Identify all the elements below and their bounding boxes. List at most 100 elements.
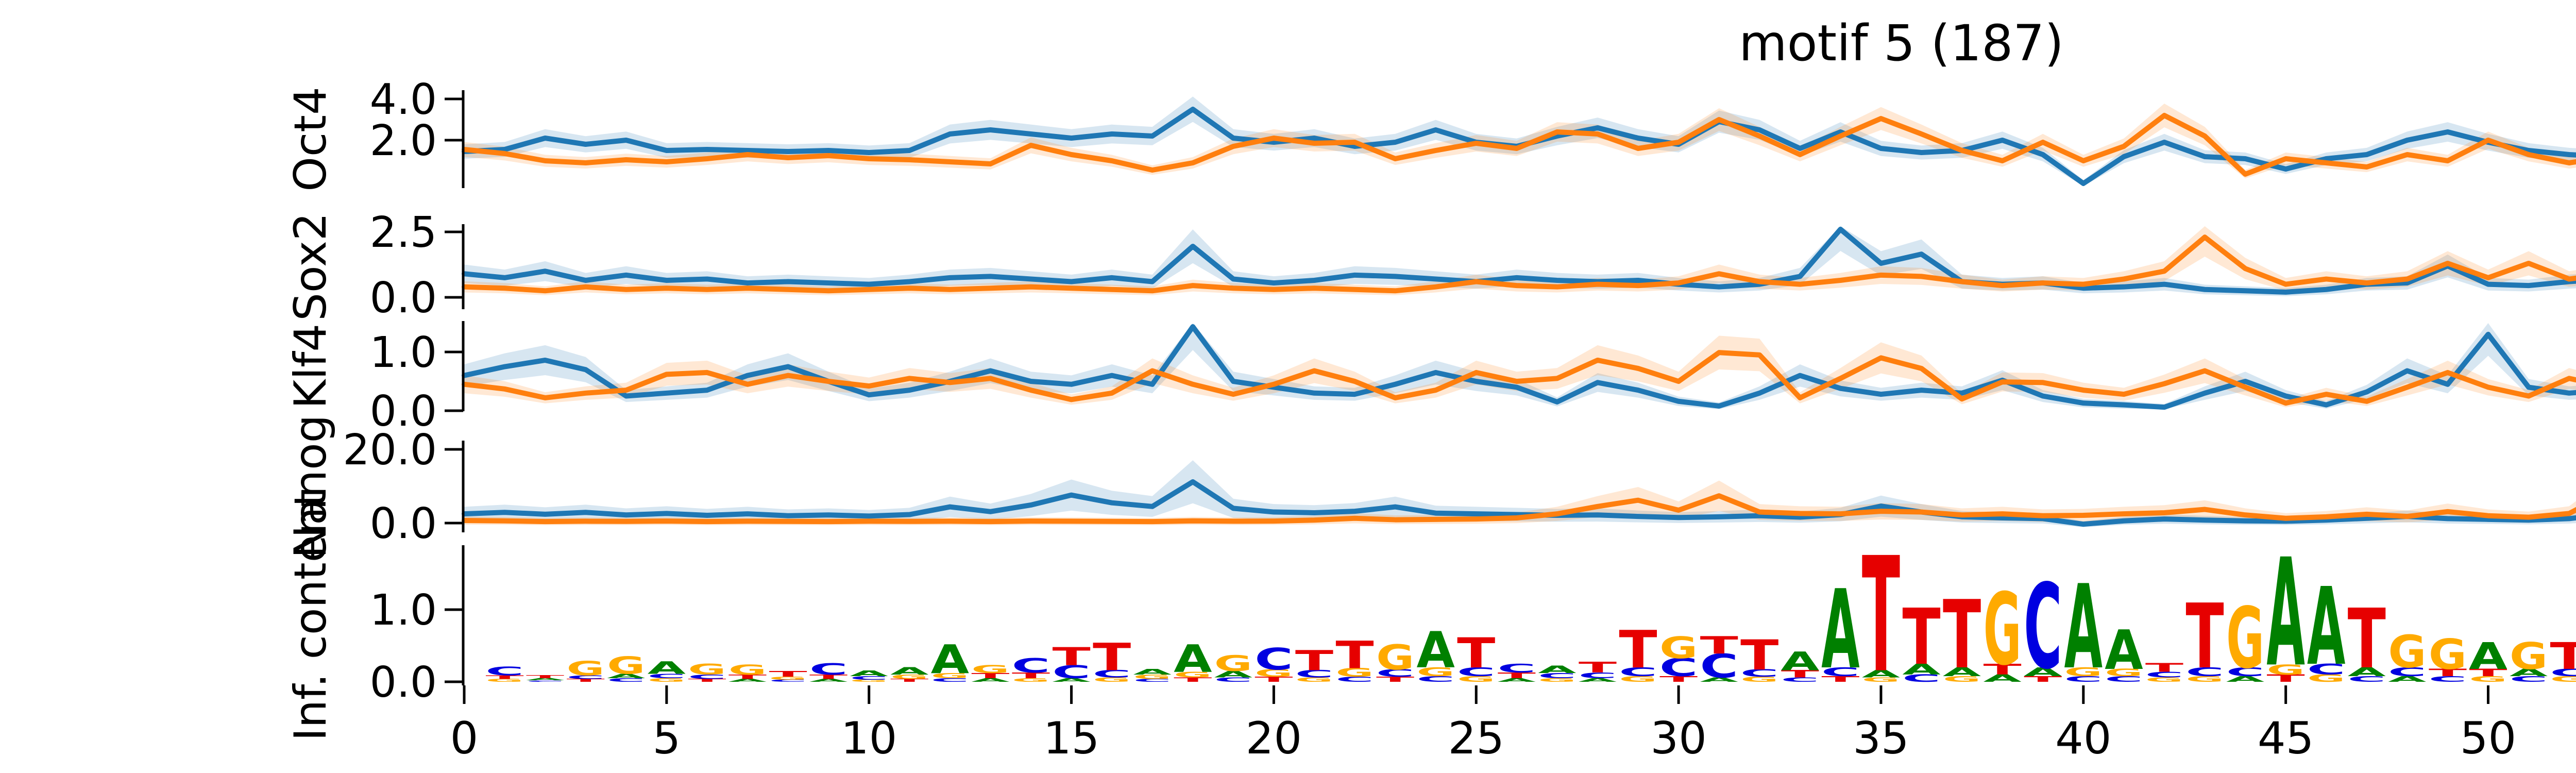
logo-letter-20-G: G <box>1255 668 1293 679</box>
logo-letter-32-G: G <box>1740 676 1778 684</box>
logo-letter-35-A: A <box>1862 668 1901 680</box>
logo-letter-42-C: C <box>2145 670 2183 680</box>
logo-letter-2-A: A <box>526 678 565 681</box>
line-klf4-profile-2 <box>462 350 2576 406</box>
y-tick-label-nanog-1: 0.0 <box>370 499 437 548</box>
logo-letter-51-G: G <box>2510 635 2548 678</box>
logo-letter-21-C: C <box>1295 668 1333 680</box>
logo-letter-41-G: G <box>2105 667 2143 678</box>
logo-letter-35-T: T <box>1862 524 1900 708</box>
logo-letter-44-C: C <box>2226 665 2264 679</box>
logo-letter-2-C: C <box>526 680 564 682</box>
logo-letter-11-G: G <box>890 674 928 680</box>
logo-letter-27-A: A <box>1538 664 1577 676</box>
logo-letter-22-G: G <box>1336 666 1374 680</box>
logo-letter-36-T: T <box>1902 593 1940 682</box>
logo-letter-14-C: C <box>1012 654 1050 678</box>
logo-letter-33-T: T <box>1781 668 1819 680</box>
logo-letter-9-T: T <box>809 674 848 680</box>
logo-letter-33-C: C <box>1781 676 1819 683</box>
logo-letter-15-T: T <box>1052 642 1090 671</box>
logo-letter-18-A: A <box>1174 637 1212 681</box>
logo-letter-35-G: G <box>1862 676 1900 683</box>
logo-letter-13-A: A <box>971 677 1010 683</box>
logo-letter-4-A: A <box>607 673 645 679</box>
logo-letter-43-G: G <box>2185 675 2224 684</box>
band-klf4-profile-1 <box>464 323 2576 409</box>
logo-letter-3-T: T <box>567 678 605 683</box>
logo-letter-31-C: C <box>1700 647 1738 685</box>
logo-letter-29-T: T <box>1619 619 1657 680</box>
logo-letter-34-A: A <box>1821 566 1859 693</box>
logo-letter-50-G: G <box>2469 675 2507 684</box>
logo-letter-11-T: T <box>890 678 929 683</box>
y-tick-label-sox2-0: 2.5 <box>370 208 437 257</box>
logo-letter-33-A: A <box>1781 647 1819 677</box>
figure-title: motif 5 (187) <box>1739 14 2064 72</box>
logo-letter-24-C: C <box>1416 675 1454 684</box>
logo-letter-47-T: T <box>2348 592 2386 687</box>
logo-letter-42-T: T <box>2145 661 2184 675</box>
logo-letter-4-G: G <box>607 652 645 679</box>
logo-letter-45-A: A <box>2266 527 2304 699</box>
logo-letter-32-T: T <box>1740 631 1778 679</box>
logo-letter-42-G: G <box>2145 676 2183 683</box>
logo-letter-48-C: C <box>2388 665 2426 679</box>
band-oct4-profile-2 <box>464 103 2576 179</box>
logo-letter-44-A: A <box>2226 675 2264 684</box>
logo-letter-13-T: T <box>971 672 1009 680</box>
logo-letter-34-T: T <box>1821 675 1859 684</box>
logo-letter-11-A: A <box>890 666 929 677</box>
logo-letter-8-G: G <box>769 676 807 681</box>
line-sox2-profile-2 <box>462 234 2576 294</box>
x-tick-label-10: 10 <box>841 713 897 764</box>
logo-letter-28-C: C <box>1579 671 1617 680</box>
logo-letter-17-C: C <box>1133 678 1171 683</box>
logo-letter-36-A: A <box>1902 661 1941 678</box>
logo-letter-21-G: G <box>1295 676 1333 683</box>
logo-letter-3-G: G <box>567 658 605 680</box>
logo-letter-1-G: G <box>486 678 524 683</box>
logo-letter-5-C: C <box>648 673 686 679</box>
logo-letter-40-C: C <box>2064 675 2103 684</box>
line-oct4-profile-1 <box>462 107 2576 186</box>
logo-letter-7-A: A <box>728 678 767 683</box>
logo-letter-30-T: T <box>1659 675 1698 684</box>
logo-letter-43-C: C <box>2185 665 2224 679</box>
x-tick-label-30: 30 <box>1650 713 1706 764</box>
band-sox2-profile-2 <box>464 226 2576 295</box>
logo-letter-46-C: C <box>2307 661 2345 678</box>
logo-letter-39-T: T <box>2024 675 2062 684</box>
logo-letter-41-A: A <box>2105 618 2143 682</box>
logo-letter-6-G: G <box>688 661 726 678</box>
logo-letter-49-G: G <box>2429 631 2467 679</box>
y-axis-label-nanog: Nanog <box>285 415 336 559</box>
logo-letter-51-A: A <box>2510 667 2548 678</box>
logo-letter-25-T: T <box>1457 629 1495 677</box>
logo-letter-16-G: G <box>1093 676 1131 683</box>
logo-letter-52-C: C <box>2550 667 2576 678</box>
y-axis-label-inf-content: Inf. content <box>285 490 336 741</box>
y-tick-label-klf4-0: 1.0 <box>370 328 437 377</box>
line-sox2-profile-1 <box>462 226 2576 295</box>
band-klf4-profile-2 <box>464 335 2576 408</box>
logo-letter-14-T: T <box>1012 671 1050 680</box>
logo-letter-5-G: G <box>648 677 686 683</box>
logo-letter-30-G: G <box>1659 631 1698 665</box>
logo-letter-24-A: A <box>1416 621 1454 679</box>
x-tick-label-45: 45 <box>2258 713 2314 764</box>
y-tick-label-sox2-1: 0.0 <box>370 274 437 323</box>
y-tick-label-logo-0: 1.0 <box>370 586 437 635</box>
logo-letter-29-C: C <box>1619 665 1657 679</box>
logo-letter-40-G: G <box>2064 665 2103 679</box>
logo-letter-19-C: C <box>1214 676 1252 683</box>
logo-letter-38-A: A <box>1983 673 2022 684</box>
line-oct4-profile-2 <box>462 113 2576 177</box>
logo-letter-22-T: T <box>1335 633 1374 677</box>
logo-letter-41-C: C <box>2105 675 2143 684</box>
logo-letter-28-T: T <box>1579 659 1617 676</box>
logo-letter-1-C: C <box>485 664 523 678</box>
line-klf4-profile-1 <box>462 324 2576 410</box>
logo-letter-26-T: T <box>1498 671 1536 680</box>
